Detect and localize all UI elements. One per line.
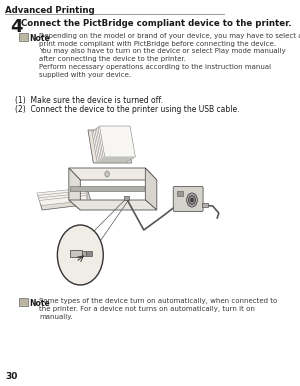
Text: (1)  Make sure the device is turned off.: (1) Make sure the device is turned off. [15, 96, 163, 105]
Polygon shape [95, 129, 131, 160]
FancyBboxPatch shape [19, 298, 28, 306]
Polygon shape [96, 128, 132, 159]
Text: Depending on the model or brand of your device, you may have to select a
print m: Depending on the model or brand of your … [39, 33, 300, 78]
Polygon shape [37, 188, 88, 198]
Circle shape [189, 195, 195, 205]
Text: Some types of the device turn on automatically, when connected to
the printer. F: Some types of the device turn on automat… [39, 298, 277, 320]
Polygon shape [69, 168, 80, 210]
FancyBboxPatch shape [19, 33, 28, 41]
Bar [177, 191, 183, 196]
Circle shape [190, 198, 194, 202]
Text: Note: Note [29, 34, 50, 43]
Polygon shape [38, 191, 92, 210]
Circle shape [57, 225, 103, 285]
Text: Advanced Printing: Advanced Printing [5, 6, 95, 15]
Polygon shape [98, 127, 134, 158]
Bar [86, 251, 92, 256]
Polygon shape [39, 195, 88, 205]
Text: 30: 30 [5, 372, 18, 381]
Polygon shape [70, 186, 144, 191]
Polygon shape [38, 191, 88, 200]
Polygon shape [92, 131, 128, 162]
Bar [202, 203, 208, 207]
Text: 4: 4 [10, 18, 22, 36]
Text: Note: Note [29, 299, 50, 308]
Polygon shape [99, 126, 135, 157]
Bar [124, 196, 129, 200]
Polygon shape [93, 130, 129, 161]
Polygon shape [69, 200, 157, 210]
Circle shape [105, 171, 110, 177]
Text: Connect the PictBridge compliant device to the printer.: Connect the PictBridge compliant device … [21, 19, 292, 28]
Polygon shape [88, 130, 132, 163]
FancyBboxPatch shape [173, 186, 203, 212]
Bar [70, 250, 82, 257]
Circle shape [187, 193, 197, 207]
Polygon shape [145, 168, 157, 210]
Text: (2)  Connect the device to the printer using the USB cable.: (2) Connect the device to the printer us… [15, 105, 240, 114]
Polygon shape [69, 168, 157, 180]
Polygon shape [38, 193, 88, 203]
Bar [82, 251, 86, 256]
